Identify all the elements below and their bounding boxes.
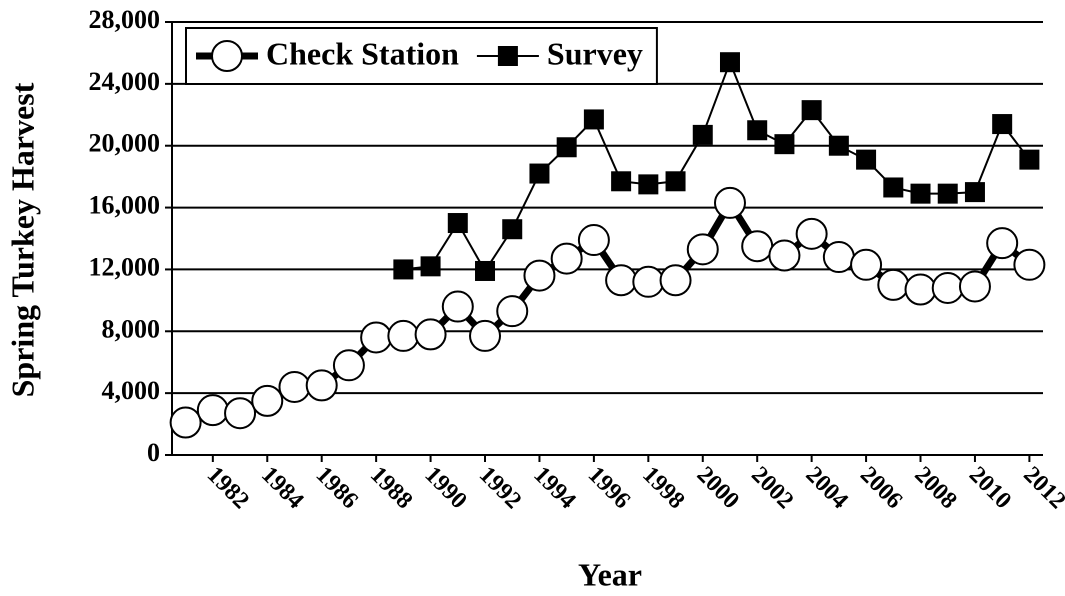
legend: Check Station Survey: [185, 27, 658, 85]
data-point: [801, 100, 822, 121]
data-point: [523, 259, 556, 292]
legend-label: Check Station: [266, 35, 459, 71]
x-tick-label: 1994: [528, 462, 580, 514]
data-point: [332, 349, 365, 382]
y-tick-label: 16,000: [89, 191, 161, 220]
x-tick-label: 1998: [637, 462, 689, 514]
data-point: [828, 135, 849, 156]
x-tick-label: 2010: [964, 462, 1016, 514]
data-point: [741, 230, 774, 263]
data-point: [665, 171, 686, 192]
x-tick-label: 2008: [909, 462, 961, 514]
data-point: [469, 319, 502, 352]
data-point: [414, 318, 447, 351]
data-point: [496, 295, 529, 328]
data-point: [393, 259, 414, 280]
data-point: [986, 227, 1019, 260]
data-point: [877, 268, 910, 301]
data-point: [795, 217, 828, 250]
data-point: [719, 52, 740, 73]
data-point: [224, 397, 257, 430]
y-axis-label: Spring Turkey Harvest: [4, 82, 40, 397]
y-tick-label: 4,000: [102, 376, 161, 405]
data-point: [992, 114, 1013, 135]
y-tick-label: 0: [147, 438, 160, 467]
legend-marker: [211, 40, 243, 72]
data-point: [904, 273, 937, 306]
data-point: [856, 149, 877, 170]
data-point: [447, 213, 468, 234]
data-point: [692, 124, 713, 145]
data-point: [964, 182, 985, 203]
data-point: [441, 290, 474, 323]
data-point: [958, 270, 991, 303]
x-tick-label: 2006: [855, 462, 907, 514]
data-point: [475, 260, 496, 281]
legend-box: [185, 27, 658, 85]
y-tick-label: 24,000: [89, 67, 161, 96]
x-tick-label: 1990: [419, 462, 471, 514]
data-point: [556, 137, 577, 158]
data-point: [850, 248, 883, 281]
data-point: [1013, 248, 1046, 281]
data-point: [937, 183, 958, 204]
data-point: [611, 171, 632, 192]
data-point: [420, 256, 441, 277]
data-point: [387, 319, 420, 352]
x-tick-label: 1988: [365, 462, 417, 514]
x-tick-label: 1986: [311, 462, 363, 514]
data-point: [883, 177, 904, 198]
y-tick-label: 20,000: [89, 129, 161, 158]
data-point: [577, 224, 610, 257]
data-point: [529, 163, 550, 184]
data-point: [659, 264, 692, 297]
series-line: [403, 59, 1031, 273]
data-point: [196, 394, 229, 427]
data-point: [632, 265, 665, 298]
legend-label: Survey: [547, 35, 643, 71]
x-axis-label: Year: [578, 556, 642, 592]
data-point: [305, 369, 338, 402]
data-point: [251, 384, 284, 417]
data-point: [774, 134, 795, 155]
data-point: [931, 271, 964, 304]
x-tick-label: 2004: [801, 462, 853, 514]
data-point: [713, 186, 746, 219]
data-point: [638, 174, 659, 195]
data-point: [686, 233, 719, 266]
data-point: [1019, 149, 1040, 170]
legend-marker: [497, 46, 518, 66]
x-tick-label: 1982: [202, 462, 254, 514]
data-point: [747, 120, 768, 141]
x-tick-label: 1992: [474, 462, 526, 514]
data-point: [910, 183, 931, 204]
data-point: [822, 241, 855, 274]
y-tick-label: 12,000: [89, 252, 161, 281]
data-point: [550, 242, 583, 275]
x-tick-label: 1984: [256, 462, 308, 514]
data-point: [502, 219, 523, 240]
y-tick-label: 8,000: [102, 314, 161, 343]
data-point: [360, 321, 393, 354]
data-point: [605, 264, 638, 297]
data-point: [169, 406, 202, 439]
data-point: [583, 109, 604, 130]
x-tick-label: 1996: [583, 462, 635, 514]
x-tick-label: 2012: [1018, 462, 1065, 514]
data-point: [278, 370, 311, 403]
data-point: [768, 239, 801, 272]
y-tick-label: 28,000: [89, 5, 161, 34]
x-tick-label: 2002: [746, 462, 798, 514]
x-tick-label: 2000: [692, 462, 744, 514]
